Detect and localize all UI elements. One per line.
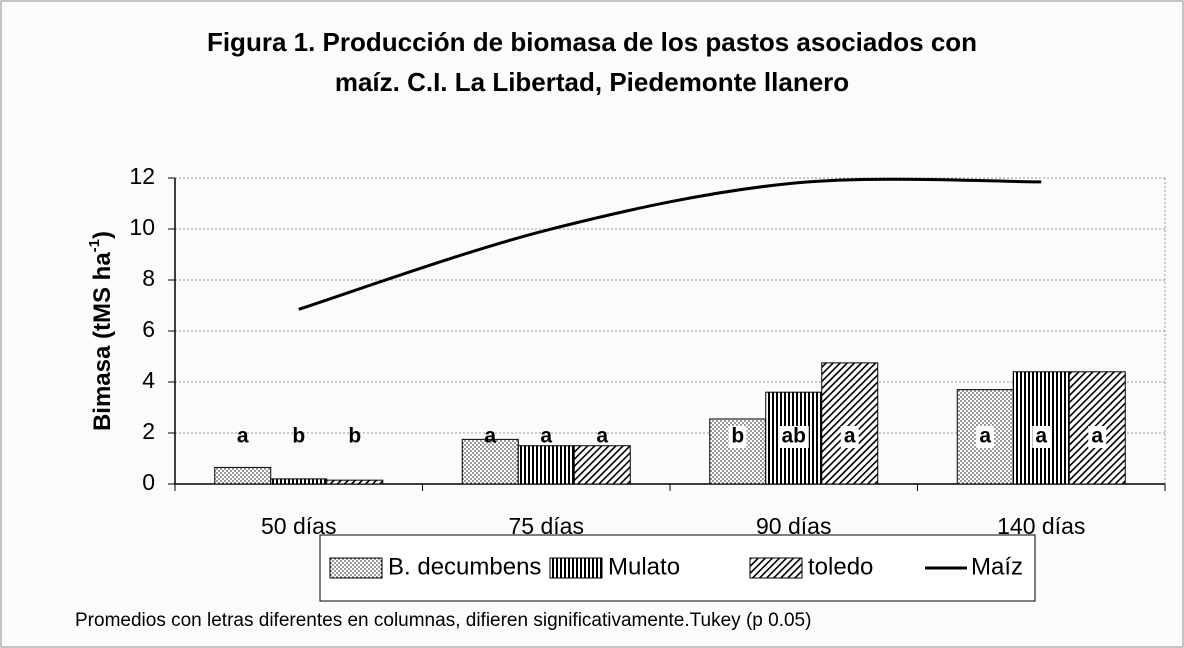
bar-letter: a — [237, 425, 249, 448]
y-tick-label: 4 — [142, 367, 155, 393]
bar — [821, 362, 879, 485]
chart-title: Figura 1. Producción de biomasa de los p… — [207, 27, 977, 57]
x-tick-label: 50 días — [261, 513, 336, 539]
y-axis-label-end: ) — [89, 231, 116, 239]
bar-letter: a — [540, 425, 552, 448]
legend-swatch — [549, 557, 603, 579]
y-tick-label: 8 — [142, 265, 155, 291]
bar-letter-bg — [976, 426, 995, 448]
footnote: Promedios con letras diferentes en colum… — [75, 610, 811, 631]
bar-letter-bg — [778, 426, 809, 448]
legend-label: toledo — [808, 553, 873, 580]
bar-letter: a — [484, 425, 496, 448]
y-tick-label: 0 — [142, 469, 155, 495]
x-tick-label: 75 días — [509, 513, 584, 539]
y-tick-label: 2 — [142, 418, 155, 444]
line — [298, 177, 1042, 311]
y-axis-label-sup: -1 — [86, 239, 103, 252]
bar-letter-bg — [1032, 426, 1051, 448]
y-axis-label: Bimasa (tMS ha-1) — [86, 231, 116, 431]
x-tick-label: 140 días — [997, 513, 1085, 539]
legend-label: Maíz — [971, 553, 1023, 580]
x-tick-label: 90 días — [756, 513, 831, 539]
y-tick-label: 6 — [142, 316, 155, 342]
y-axis-label-text: Bimasa (tMS ha — [89, 252, 116, 431]
bar-letter: a — [979, 425, 991, 448]
legend-box — [319, 534, 1036, 602]
bar — [517, 445, 575, 485]
bar-letter-bg — [1088, 426, 1107, 448]
legend-swatch — [749, 557, 803, 579]
bar-letter: b — [348, 425, 361, 448]
legend-swatch — [329, 557, 383, 579]
bar-letter: b — [292, 425, 305, 448]
bar-letter: ab — [781, 425, 806, 448]
bar-letter-bg — [840, 426, 859, 448]
bar-letter-bg — [728, 426, 747, 448]
y-tick-label: 12 — [129, 163, 155, 189]
chart-title: maíz. C.I. La Libertad, Piedemonte llane… — [335, 67, 849, 97]
bar-letter: a — [1035, 425, 1047, 448]
bar-letter: a — [844, 425, 856, 448]
bar — [270, 478, 328, 485]
legend-label: B. decumbens — [388, 553, 541, 580]
bar-letter: a — [1091, 425, 1103, 448]
legend-label: Mulato — [608, 553, 680, 580]
bar-letter: a — [596, 425, 608, 448]
bar-letter: b — [731, 425, 744, 448]
y-tick-label: 10 — [129, 214, 155, 240]
bar — [573, 445, 631, 485]
bar — [214, 466, 272, 485]
bar — [326, 479, 384, 485]
